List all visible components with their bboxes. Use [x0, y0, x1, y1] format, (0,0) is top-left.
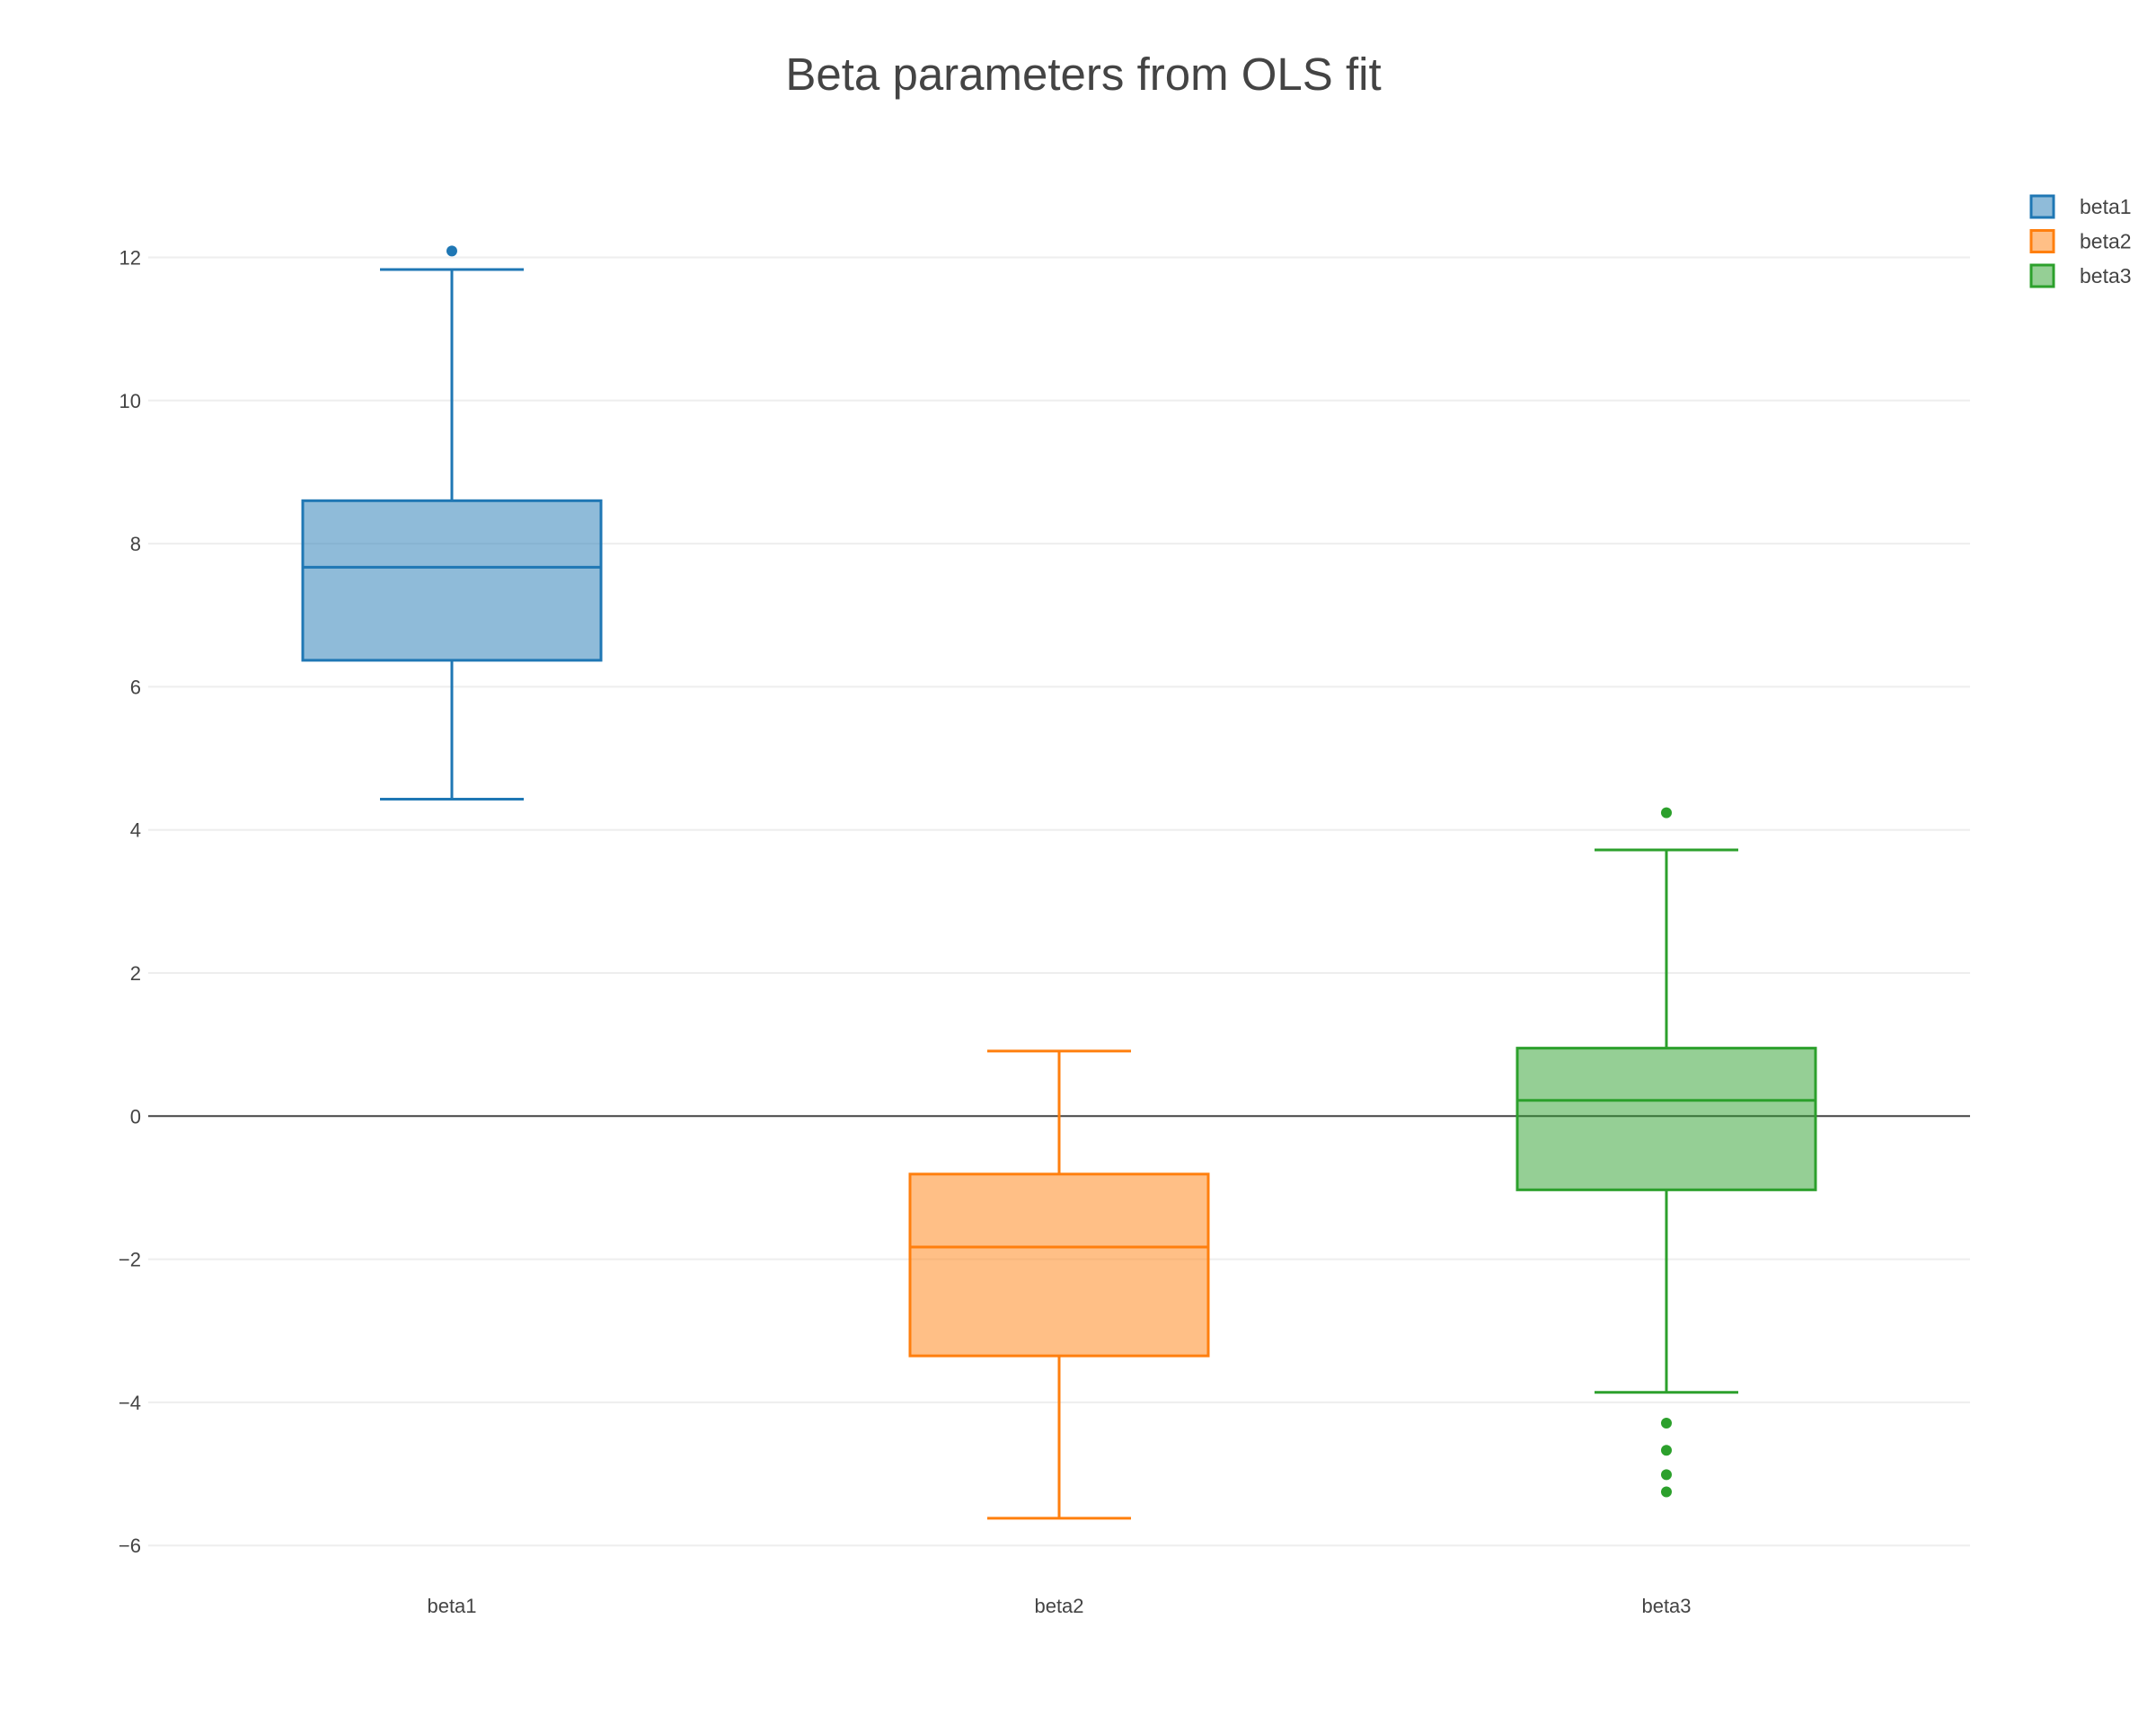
legend-label: beta3	[2080, 264, 2132, 288]
chart-title: Beta parameters from OLS fit	[785, 49, 1381, 100]
box-trace-beta3	[1515, 807, 1817, 1498]
box-traces	[301, 245, 1817, 1520]
x-axis-tick-labels: beta1 beta2 beta3	[427, 1595, 1691, 1617]
legend-item-beta3[interactable]: beta3	[2029, 263, 2132, 288]
y-tick-label: −2	[119, 1249, 141, 1271]
y-axis-tick-labels: −6 −4 −2 0 2 4 6 8 10 12	[119, 247, 141, 1558]
legend[interactable]: beta1 beta2 beta3	[2029, 194, 2132, 288]
outlier-point	[446, 245, 457, 257]
legend-item-beta2[interactable]: beta2	[2029, 229, 2132, 253]
y-tick-label: −4	[119, 1392, 141, 1414]
box-iqr	[301, 499, 603, 662]
legend-swatch	[2029, 263, 2055, 288]
outlier-point	[1661, 1486, 1672, 1498]
outlier-point	[1661, 1445, 1672, 1456]
y-tick-label: 12	[119, 247, 141, 270]
box-trace-beta2	[908, 1049, 1210, 1520]
box-iqr	[1515, 1047, 1817, 1191]
legend-item-beta1[interactable]: beta1	[2029, 194, 2132, 219]
x-tick-label: beta1	[427, 1595, 476, 1617]
y-tick-label: 4	[130, 819, 141, 842]
y-tick-label: 10	[119, 390, 141, 412]
legend-swatch	[2029, 229, 2055, 253]
y-tick-label: 6	[130, 676, 141, 698]
box-trace-beta1	[301, 245, 603, 801]
outlier-point	[1661, 807, 1672, 818]
legend-swatch	[2029, 194, 2055, 219]
y-tick-label: 2	[130, 962, 141, 985]
y-tick-label: 8	[130, 533, 141, 555]
x-tick-label: beta3	[1641, 1595, 1691, 1617]
y-tick-label: −6	[119, 1535, 141, 1557]
box-iqr	[908, 1172, 1210, 1358]
outlier-point	[1661, 1417, 1672, 1429]
outlier-point	[1661, 1469, 1672, 1481]
legend-label: beta1	[2080, 195, 2132, 218]
y-tick-label: 0	[130, 1105, 141, 1128]
legend-label: beta2	[2080, 230, 2132, 253]
x-tick-label: beta2	[1034, 1595, 1083, 1617]
